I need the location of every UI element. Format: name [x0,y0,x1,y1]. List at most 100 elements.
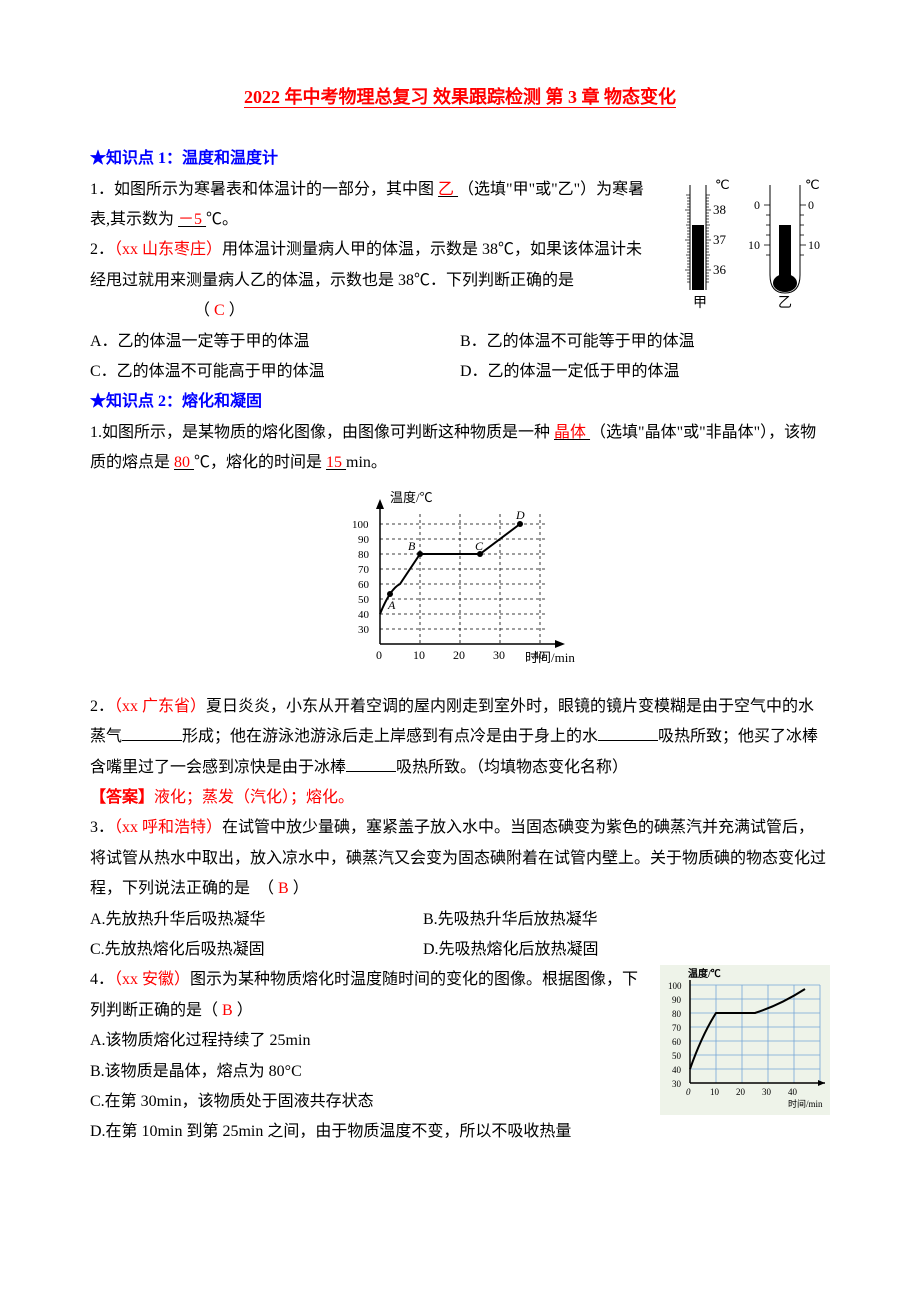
svg-text:80: 80 [358,549,370,561]
s2q1-blank3: 15 [326,454,346,471]
svg-text:0: 0 [754,198,760,212]
s2q3-options: A.先放热升华后吸热凝华 B.先吸热升华后放热凝华 C.先放热熔化后吸热凝固 D… [90,905,830,966]
s2q4-pclose: ） [237,1002,253,1019]
s2-q4: 温度/℃ [90,965,830,1147]
svg-text:10: 10 [710,1087,720,1097]
s1q2-optC: C．乙的体温不可能高于甲的体温 [90,357,460,387]
chart1-svg: 温度/℃ 时间/min 30 40 50 60 70 [330,484,590,674]
s2q4-prefix: 4． [90,971,114,988]
s2q3-pclose: ） [293,880,309,897]
thermometer-figure: ℃ [660,175,830,315]
s1q1-tail: ℃。 [206,211,238,228]
svg-text:℃: ℃ [805,177,820,192]
s1q2-optB: B．乙的体温不可能等于甲的体温 [460,327,830,357]
s2q2-blank1 [122,724,182,741]
svg-text:甲: 甲 [693,296,707,311]
s2-q2: 2．（xx 广东省）夏日炎炎，小东从开着空调的屋内刚走到室外时，眼镜的镜片变模糊… [90,692,830,783]
s2q1-blank2: 80 [174,454,194,471]
s2q3-optC: C.先放热熔化后吸热凝固 [90,935,423,965]
s2q3-optA: A.先放热升华后吸热凝华 [90,905,423,935]
s2q1-pre: 1.如图所示，是某物质的熔化图像，由图像可判断这种物质是一种 [90,424,550,441]
s1q2-options: A．乙的体温一定等于甲的体温 B．乙的体温不可能等于甲的体温 C．乙的体温不可能… [90,327,830,388]
s2q1-blank1: 晶体 [554,424,590,441]
svg-text:40: 40 [533,648,545,662]
svg-text:40: 40 [672,1065,682,1075]
svg-text:60: 60 [672,1037,682,1047]
s1q1-blank2: －5 [178,211,206,228]
s2q2-t2: 形成；他在游泳池游泳后走上岸感到有点冷是由于身上的水 [182,728,598,745]
svg-text:C: C [475,539,484,553]
section-2: ★知识点 2：熔化和凝固 1.如图所示，是某物质的熔化图像，由图像可判断这种物质… [90,387,830,1147]
thermometer-svg: ℃ [660,175,830,315]
s2q2-t4: 吸热所致。（均填物态变化名称） [396,759,628,776]
svg-text:100: 100 [668,981,682,991]
section2-heading: ★知识点 2：熔化和凝固 [90,387,830,417]
svg-text:30: 30 [762,1087,772,1097]
svg-text:40: 40 [358,609,370,621]
s1q2-answer: C [210,302,229,319]
s2q3-answer: B [274,880,293,897]
melting-chart-1: 温度/℃ 时间/min 30 40 50 60 70 [90,484,830,685]
svg-text:50: 50 [672,1051,682,1061]
s2q4-answer: B [218,1002,237,1019]
s1q2-optD: D．乙的体温一定低于甲的体温 [460,357,830,387]
s1q2-pclose: ） [229,302,245,319]
s2q1-mid2: ℃，熔化的时间是 [194,454,322,471]
svg-text:℃: ℃ [715,177,730,192]
svg-text:30: 30 [672,1079,682,1089]
s1q2-prefix: 2． [90,241,114,258]
svg-text:B: B [408,539,416,553]
s2q2-prefix: 2． [90,698,114,715]
section-1: ★知识点 1：温度和温度计 ℃ [90,144,830,387]
svg-text:36: 36 [713,262,727,277]
s2q2-source: （xx 广东省） [114,698,206,715]
svg-text:10: 10 [413,648,425,662]
svg-text:乙: 乙 [778,295,792,311]
svg-text:30: 30 [358,624,370,636]
s2q2-answer-label: 【答案】 [90,789,154,806]
svg-text:70: 70 [358,564,370,576]
svg-text:100: 100 [352,519,369,531]
svg-text:90: 90 [358,534,370,546]
svg-text:30: 30 [493,648,505,662]
page-title: 2022 年中考物理总复习 效果跟踪检测 第 3 章 物态变化 [90,80,830,114]
svg-text:60: 60 [358,579,370,591]
s2q3-prefix: 3． [90,819,114,836]
svg-text:40: 40 [788,1087,798,1097]
s2q4-source: （xx 安徽） [114,971,190,988]
chart2-svg: 温度/℃ [660,965,830,1115]
s2q3-optB: B.先吸热升华后放热凝华 [423,905,756,935]
svg-text:10: 10 [748,238,760,252]
svg-text:38: 38 [713,202,726,217]
svg-text:20: 20 [736,1087,746,1097]
svg-text:A: A [387,598,396,612]
s2q1-tail: min。 [346,454,387,471]
svg-text:20: 20 [453,648,465,662]
svg-text:70: 70 [672,1023,682,1033]
s2-q3: 3．（xx 呼和浩特）在试管中放少量碘，塞紧盖子放入水中。当固态碘变为紫色的碘蒸… [90,813,830,904]
s1q2-popen: （ [194,302,210,319]
s2q2-blank2 [598,724,658,741]
section1-heading: ★知识点 1：温度和温度计 [90,144,830,174]
s2q3-optD: D.先吸热熔化后放热凝固 [423,935,756,965]
svg-text:温度/℃: 温度/℃ [390,490,433,505]
svg-text:10: 10 [808,238,820,252]
svg-text:50: 50 [358,594,370,606]
svg-text:37: 37 [713,232,727,247]
svg-text:时间/min: 时间/min [788,1098,823,1109]
svg-text:0: 0 [376,648,382,662]
svg-text:温度/℃: 温度/℃ [688,967,721,980]
s1q1-pre: 1．如图所示为寒暑表和体温计的一部分，其中图 [90,181,434,198]
s2-q1: 1.如图所示，是某物质的熔化图像，由图像可判断这种物质是一种 晶体 （选填"晶体… [90,418,830,479]
svg-text:D: D [515,508,525,522]
s1q2-optA: A．乙的体温一定等于甲的体温 [90,327,460,357]
s2q2-blank3 [346,755,396,772]
svg-text:80: 80 [672,1009,682,1019]
s2q2-answer-text: 液化；蒸发（汽化）；熔化。 [154,789,354,806]
melting-chart-2: 温度/℃ [660,965,830,1126]
s1q1-blank1: 乙 [438,181,458,198]
svg-text:0: 0 [686,1087,691,1097]
s2q3-source: （xx 呼和浩特） [114,819,222,836]
s2q2-answer: 【答案】液化；蒸发（汽化）；熔化。 [90,783,830,813]
svg-text:90: 90 [672,995,682,1005]
